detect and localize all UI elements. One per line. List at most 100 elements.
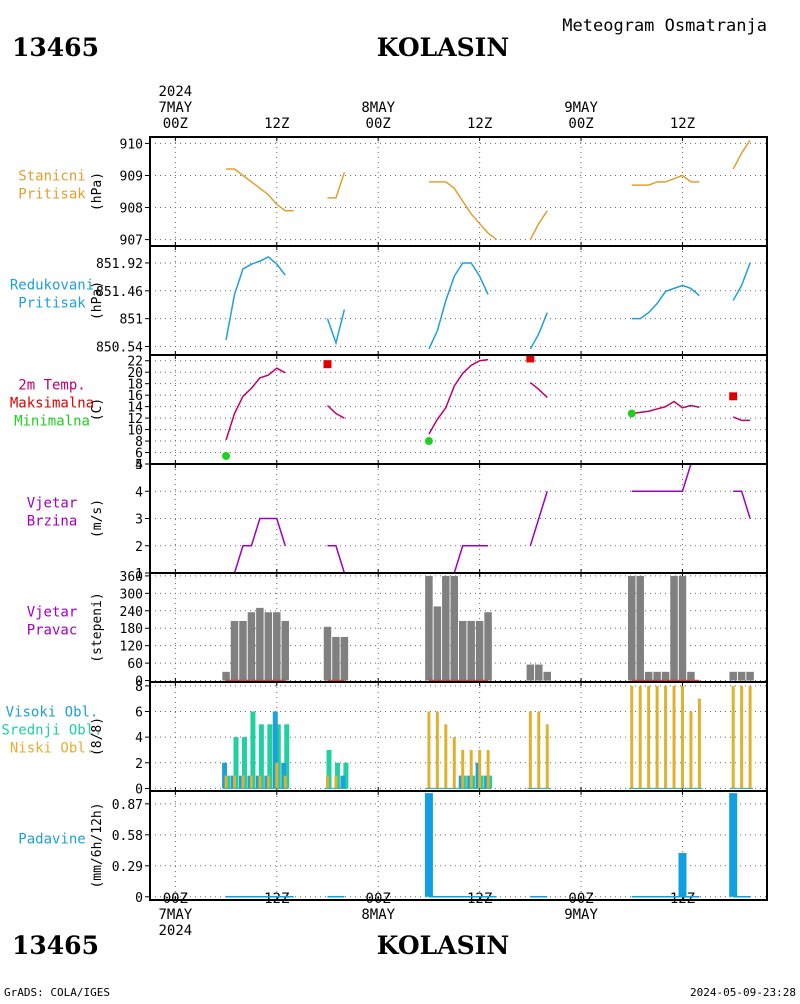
temp-line [732, 416, 751, 422]
y-tick-label: 22 [127, 355, 143, 370]
y-tick-label: 18 [127, 378, 143, 393]
panel-label: Redukovani [10, 278, 94, 294]
y-tick-label: 6 [135, 447, 143, 462]
series-line [226, 168, 294, 212]
low-cloud-bar [689, 711, 693, 789]
panel-label: Visoki Obl. [6, 705, 99, 721]
time-label-top: 00Z [163, 116, 188, 132]
y-tick-label: 1 [135, 567, 143, 582]
direction-bar [628, 575, 636, 681]
direction-bar [247, 612, 256, 681]
tmin-point [424, 437, 433, 446]
low-cloud-bar [241, 775, 245, 789]
series-line [428, 181, 497, 241]
low-cloud-bar [664, 685, 668, 789]
low-cloud-bar [258, 775, 262, 789]
y-tick-label: 907 [120, 234, 143, 249]
y-tick-label: 0 [135, 782, 143, 797]
direction-bar [484, 612, 492, 681]
low-cloud-bar [731, 685, 735, 789]
unit-label: (C) [90, 398, 105, 421]
mid-cloud-bar [241, 737, 247, 789]
mid-cloud-bar [284, 724, 290, 789]
low-cloud-bar [680, 685, 684, 789]
panel-6: 0 2 4 6 8 Visoki Obl. Srednji Obl. Niski Obl.(8… [1, 680, 768, 797]
low-cloud-bar [334, 775, 338, 789]
time-label-top: 8MAY [361, 100, 395, 116]
mid-cloud-bar [326, 749, 332, 789]
low-cloud-bar [528, 711, 532, 789]
time-label-top: 00Z [568, 116, 593, 132]
high-cloud-bar [272, 711, 278, 789]
low-cloud-bar [537, 711, 541, 789]
direction-bar [458, 620, 467, 681]
direction-bar [670, 575, 678, 681]
station-name-top: KOLASIN [377, 33, 509, 62]
direction-bar [450, 575, 459, 681]
time-label-bottom: 7MAY [158, 907, 192, 923]
y-tick-label: 180 [120, 622, 143, 637]
temp-line [529, 381, 548, 398]
y-tick-label: 4 [135, 731, 143, 746]
panel-label: Minimalna [14, 414, 90, 430]
direction-bar [653, 671, 661, 681]
y-tick-label: 0.87 [112, 798, 143, 813]
direction-bar [543, 671, 551, 681]
y-tick-label: 6 [135, 705, 143, 720]
low-cloud-bar [283, 775, 287, 789]
direction-bar [746, 671, 754, 681]
panel-frame [149, 245, 768, 356]
y-tick-label: 8 [135, 680, 143, 695]
series-line [226, 517, 286, 574]
panel-label: Vjetar [27, 605, 78, 621]
y-tick-label: 850.54 [96, 341, 143, 356]
time-label-top: 2024 [158, 84, 192, 100]
direction-bar [729, 671, 737, 681]
unit-label: (hPa) [90, 281, 105, 320]
time-label-top: 12Z [670, 116, 695, 132]
unit-label: (mm/6h/12h) [90, 802, 105, 888]
direction-bar [475, 620, 484, 681]
tmax-point [526, 354, 535, 363]
y-tick-label: 360 [120, 570, 143, 585]
high-cloud-bar [222, 762, 228, 789]
station-id-bottom: 13465 [12, 931, 99, 960]
time-label-bottom: 8MAY [361, 907, 395, 923]
y-tick-label: 0 [135, 891, 143, 906]
direction-bar [737, 671, 746, 681]
direction-bar [281, 620, 289, 681]
low-cloud-bar [647, 685, 651, 789]
series-line [327, 545, 346, 574]
low-cloud-bar [427, 711, 431, 789]
panel-frame [149, 790, 768, 901]
direction-bar [256, 607, 264, 681]
panel-frame [149, 463, 768, 574]
mid-cloud-bar [258, 724, 264, 789]
direction-bar [678, 575, 687, 681]
timestamp-text: 2024-05-09-23:28 [690, 986, 796, 999]
low-cloud-bar [435, 711, 439, 789]
panel-label: Pritisak [18, 296, 86, 312]
y-tick-label: 2 [135, 757, 143, 772]
series-line [732, 262, 751, 301]
series-line [326, 309, 346, 346]
y-tick-label: 8 [135, 435, 143, 450]
series-line [732, 139, 751, 170]
direction-bar [644, 671, 653, 681]
temp-line [225, 367, 286, 441]
direction-bar [425, 575, 433, 681]
panel-label: Stanicni [18, 169, 85, 185]
low-cloud-bar [697, 698, 701, 789]
low-cloud-bar [655, 685, 659, 789]
low-cloud-bar [266, 775, 270, 789]
tmin-point [627, 409, 636, 418]
high-cloud-bar [281, 762, 287, 789]
low-cloud-bar [630, 685, 634, 789]
direction-bar [332, 636, 340, 681]
series-line [529, 491, 548, 546]
low-cloud-bar [444, 724, 448, 789]
